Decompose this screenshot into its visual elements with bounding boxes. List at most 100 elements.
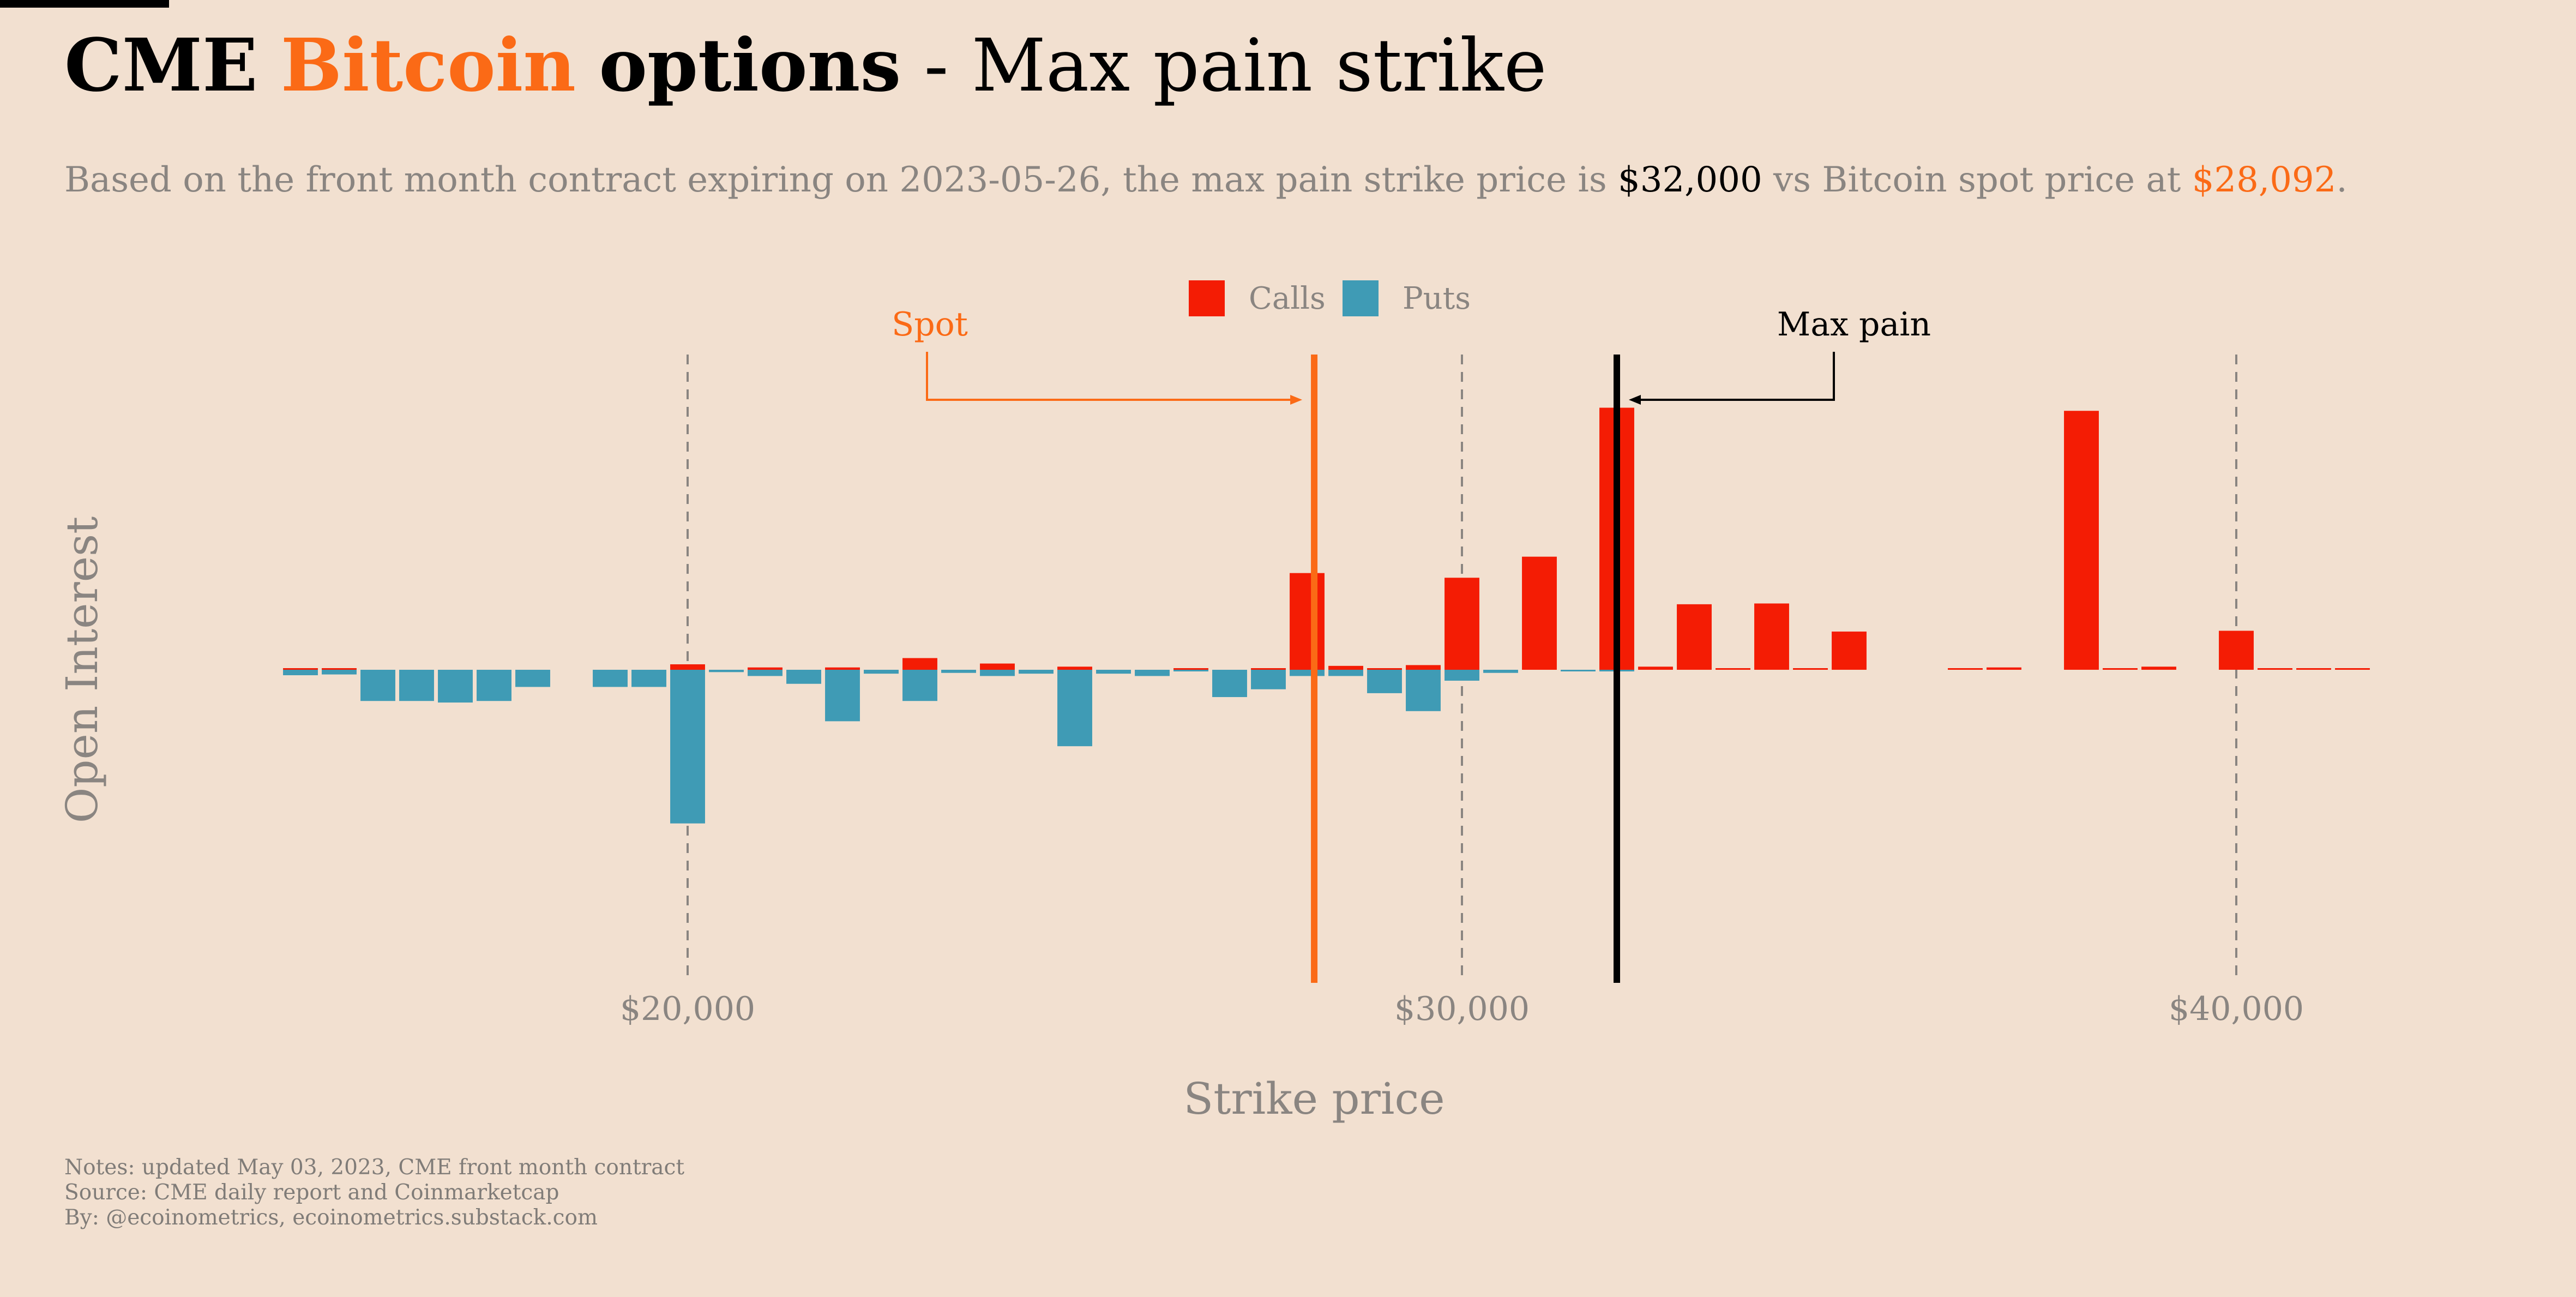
puts-bar — [1057, 670, 1092, 747]
x-axis-label: Strike price — [1183, 1073, 1445, 1124]
page-title: CME Bitcoin options - Max pain strike — [64, 22, 1547, 110]
notes-line: Notes: updated May 03, 2023, CME front m… — [64, 1155, 685, 1180]
maxpain-label: Max pain — [1777, 305, 1931, 344]
calls-bar — [1716, 668, 1750, 670]
puts-bar — [1328, 670, 1363, 676]
footnotes: Notes: updated May 03, 2023, CME front m… — [64, 1155, 684, 1230]
calls-bar — [2141, 666, 2176, 670]
puts-bar — [1019, 670, 1054, 674]
spot-label: Spot — [892, 305, 968, 344]
puts-bar — [593, 670, 628, 687]
puts-bar — [1483, 670, 1518, 673]
calls-bar — [1406, 665, 1441, 670]
puts-bar — [1135, 670, 1170, 676]
puts-bar — [748, 670, 783, 676]
calls-bar — [1328, 665, 1363, 670]
legend-calls-swatch — [1189, 280, 1225, 316]
calls-bar — [748, 667, 783, 670]
calls-bar — [2335, 668, 2370, 670]
puts-bar — [670, 670, 705, 824]
calls-bar — [1948, 668, 1983, 670]
calls-bar — [1057, 666, 1092, 670]
legend-puts-label: Puts — [1403, 281, 1471, 316]
grid-layer: $20,000 $30,000 $40,000 — [620, 355, 2304, 1028]
title-cme: CME — [64, 23, 258, 108]
puts-bar — [1096, 670, 1131, 674]
calls-bar — [980, 663, 1015, 670]
puts-bar — [1212, 670, 1247, 698]
puts-bar — [1445, 670, 1479, 681]
puts-bar — [1173, 670, 1208, 671]
calls-bar — [1522, 556, 1557, 670]
calls-bar — [322, 668, 357, 670]
calls-bar — [2219, 631, 2254, 670]
legend-calls-label: Calls — [1249, 281, 1326, 316]
puts-bar — [477, 670, 511, 701]
calls-bar — [1832, 631, 1867, 670]
calls-bar — [283, 668, 318, 670]
puts-bar — [709, 670, 744, 672]
puts-bar — [631, 670, 666, 687]
puts-bar — [360, 670, 395, 701]
legend-puts-swatch — [1343, 280, 1379, 316]
subtitle: Based on the front month contract expiri… — [64, 155, 2348, 205]
x-tick-label: $30,000 — [1394, 990, 1530, 1028]
subtitle-end: . — [2336, 160, 2348, 200]
calls-bar — [1173, 668, 1208, 670]
puts-bar — [1561, 670, 1596, 671]
legend: Calls Puts — [1189, 280, 1471, 316]
maxpain-arrow-line — [1639, 352, 1835, 401]
title-bitcoin: Bitcoin — [280, 23, 576, 108]
puts-bar — [322, 670, 357, 675]
y-axis-label: Open Interest — [57, 517, 107, 824]
annotations: Spot Max pain — [892, 305, 1931, 405]
subtitle-spot-value: $28,092 — [2192, 160, 2337, 200]
puts-bar — [902, 670, 937, 701]
puts-bar — [1367, 670, 1402, 693]
calls-bar — [1290, 573, 1325, 670]
calls-bar — [825, 667, 860, 670]
puts-bar — [825, 670, 860, 722]
bars-layer — [283, 407, 2370, 824]
x-tick-label: $20,000 — [620, 990, 755, 1028]
calls-bar — [1987, 667, 2021, 670]
calls-bar — [2064, 411, 2099, 670]
subtitle-prefix: Based on the front month contract expiri… — [64, 160, 1607, 200]
puts-bar — [941, 670, 976, 673]
calls-bar — [1445, 578, 1479, 670]
byline: By: @ecoinometrics, ecoinometrics.substa… — [64, 1205, 598, 1230]
reference-lines — [1311, 355, 1620, 983]
calls-bar — [1251, 668, 1286, 670]
calls-bar — [1793, 668, 1828, 670]
puts-bar — [786, 670, 821, 684]
puts-bar — [283, 670, 318, 676]
puts-bar — [980, 670, 1015, 676]
calls-bar — [1367, 668, 1402, 670]
calls-bar — [1754, 603, 1789, 670]
puts-bar — [515, 670, 550, 687]
top-accent-bar — [0, 0, 169, 8]
puts-bar — [1251, 670, 1286, 689]
title-options: options — [599, 23, 901, 108]
x-tick-label: $40,000 — [2169, 990, 2304, 1028]
spot-arrow-line — [926, 352, 1293, 401]
calls-bar — [2258, 668, 2292, 670]
axis-labels: Strike price Open Interest — [57, 517, 1445, 1124]
calls-bar — [2296, 668, 2331, 670]
source-line: Source: CME daily report and Coinmarketc… — [64, 1180, 559, 1205]
maxpain-arrowhead — [1629, 395, 1641, 405]
puts-bar — [1290, 670, 1325, 676]
calls-bar — [902, 658, 937, 670]
calls-bar — [2103, 668, 2138, 670]
calls-bar — [1677, 604, 1712, 670]
puts-bar — [399, 670, 434, 701]
title-suffix: - Max pain strike — [924, 24, 1547, 108]
subtitle-maxpain-value: $32,000 — [1618, 160, 1762, 200]
calls-bar — [670, 664, 705, 670]
spot-arrowhead — [1290, 395, 1303, 405]
calls-bar — [1638, 666, 1673, 670]
puts-bar — [864, 670, 899, 674]
puts-bar — [1406, 670, 1441, 711]
puts-bar — [438, 670, 473, 703]
